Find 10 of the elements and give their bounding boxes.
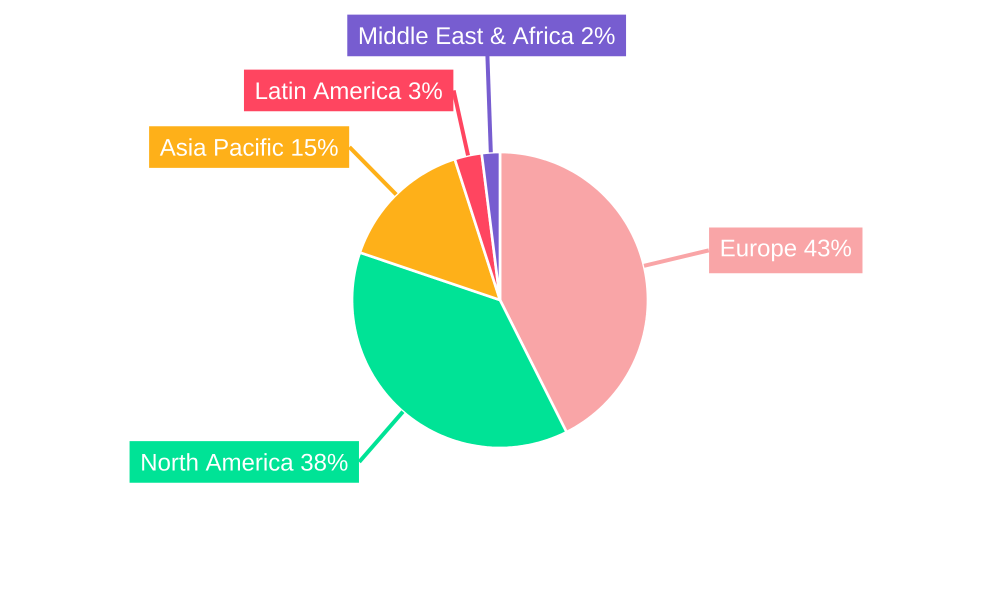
slice-label: Asia Pacific <box>160 138 284 156</box>
slice-label: North America <box>142 453 294 471</box>
data-label: 43% <box>804 240 851 257</box>
slice-label: Middle East & Africa <box>360 26 574 44</box>
slice-label: Europe <box>722 240 796 262</box>
data-label: 3% <box>408 82 442 100</box>
data-label: 15% <box>292 138 338 156</box>
data-label: 2% <box>582 27 615 44</box>
slice-label: Latin America <box>256 82 402 100</box>
data-label: 38% <box>301 454 348 471</box>
